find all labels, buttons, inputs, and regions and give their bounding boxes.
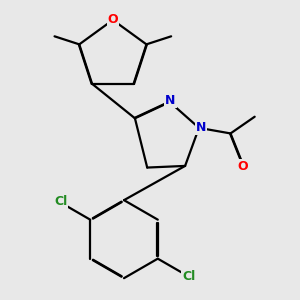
Text: N: N [196, 122, 206, 134]
Text: N: N [165, 94, 176, 107]
Text: Cl: Cl [182, 270, 195, 283]
Text: Cl: Cl [54, 195, 67, 208]
Text: O: O [238, 160, 248, 173]
Text: O: O [107, 14, 118, 26]
